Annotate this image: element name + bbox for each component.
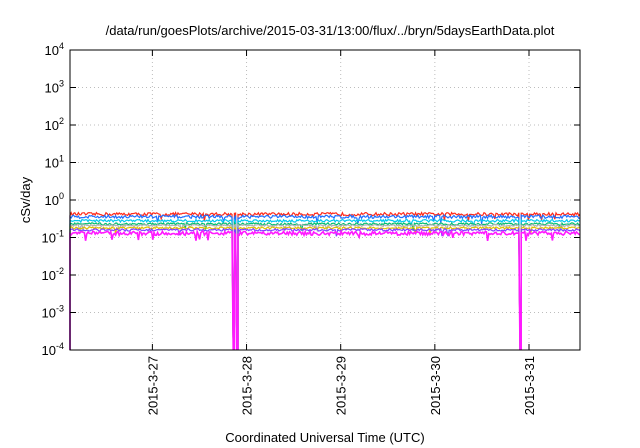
x-tick-label: 2015-3-28 (240, 356, 255, 415)
series-line (69, 226, 580, 351)
y-tick-label: 103 (45, 79, 64, 96)
series-line (69, 218, 581, 351)
x-tick-label: 2015-3-29 (334, 356, 349, 415)
grid (70, 50, 580, 350)
y-tick-label: 100 (45, 191, 64, 208)
x-axis: 2015-3-27 2015-3-28 2015-3-29 2015-3-30 2015… (145, 50, 537, 415)
y-tick-label: 101 (45, 154, 64, 171)
series-layer (69, 211, 581, 351)
chart-title: /data/run/goesPlots/archive/2015-03-31/1… (106, 23, 555, 38)
y-axis-label: cSv/day (18, 176, 33, 223)
x-tick-label: 2015-3-31 (522, 356, 537, 415)
series-line (69, 221, 581, 351)
y-tick-label: 10-2 (42, 266, 64, 283)
y-tick-label: 104 (45, 41, 64, 58)
x-tick-label: 2015-3-30 (428, 356, 443, 415)
y-tick-label: 10-1 (42, 229, 64, 246)
x-tick-label: 2015-3-27 (145, 356, 160, 415)
series-line (69, 226, 581, 351)
y-tick-label: 102 (45, 116, 64, 133)
x-axis-label: Coordinated Universal Time (UTC) (225, 430, 424, 445)
y-tick-label: 10-4 (42, 341, 64, 358)
series-line (69, 222, 581, 351)
series-line (69, 213, 581, 351)
y-tick-label: 10-3 (42, 304, 64, 321)
series-line (69, 228, 581, 351)
series-line (69, 211, 581, 351)
